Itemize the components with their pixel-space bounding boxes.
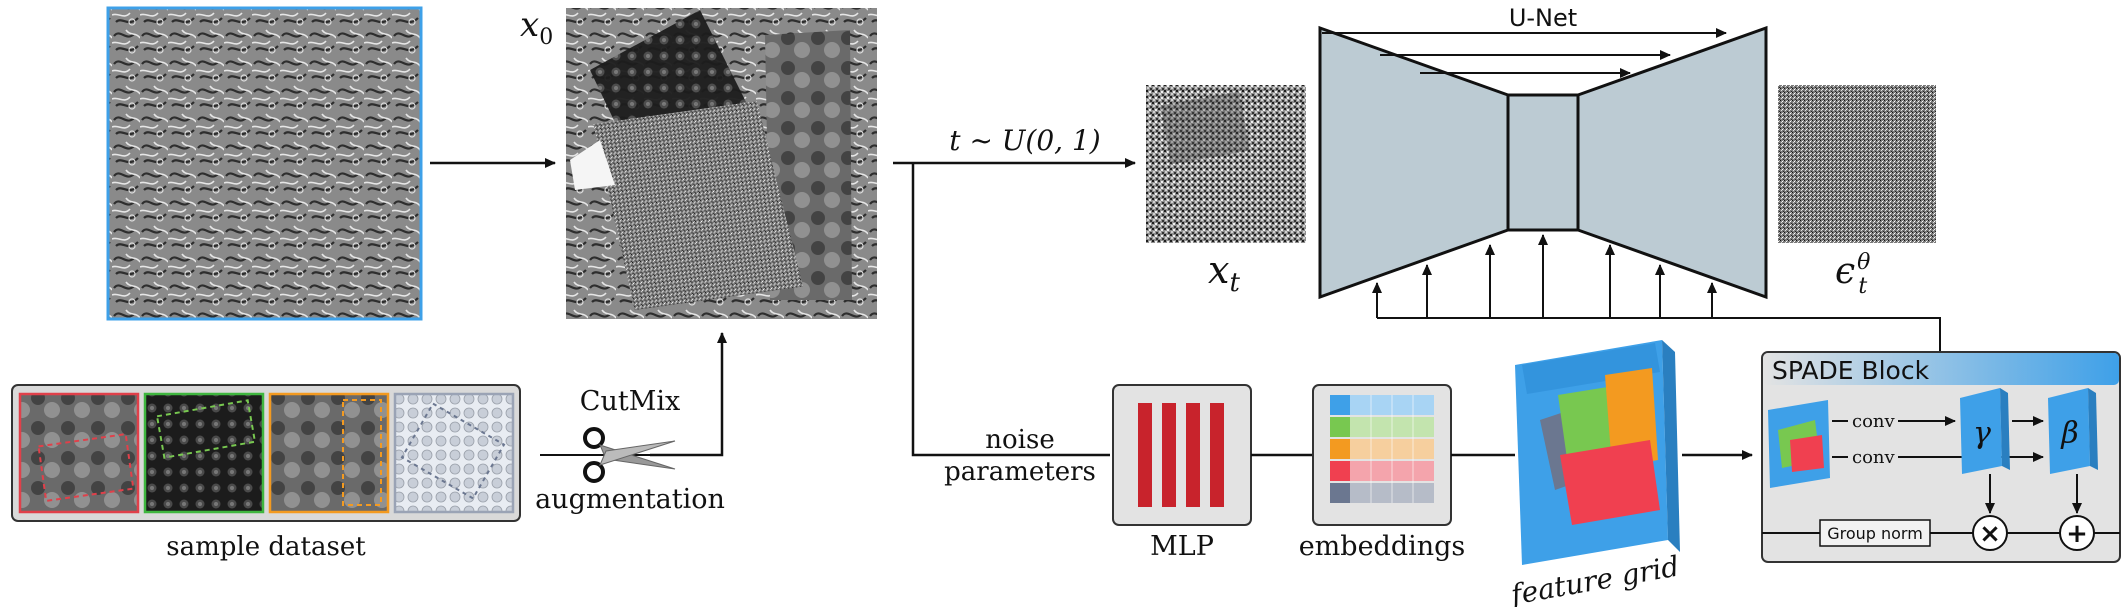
sample-dataset-label: sample dataset [166, 532, 366, 562]
dataset-thumbnail-2 [143, 392, 265, 514]
input-texture-image [106, 6, 423, 321]
spade-title-bar [1763, 353, 2119, 385]
gamma-block [1960, 388, 2010, 474]
line-branch-down [911, 163, 1110, 457]
group-norm-label: Group norm [1827, 524, 1923, 543]
augmentation-label: augmentation [535, 484, 725, 515]
arrow-cutmix-to-x0 [650, 332, 727, 457]
epsilon-noise-image [1778, 85, 1936, 243]
add-symbol: + [2066, 519, 2088, 549]
timestep-label: t ~ U(0, 1) [949, 124, 1100, 157]
beta-label: β [2060, 416, 2078, 451]
unet-block [1318, 25, 1768, 300]
dataset-thumbnail-1 [18, 392, 140, 514]
scissors-icon [583, 427, 676, 483]
mlp-box [1112, 384, 1252, 526]
unet-label: U-Net [1509, 4, 1577, 32]
multiply-node [1972, 515, 2008, 551]
spade-title: SPADE Block [1772, 356, 1930, 385]
xt-label: xt [1208, 248, 1240, 298]
dataset-thumbnail-4 [393, 392, 515, 514]
x0-label: x0 [520, 5, 553, 50]
x0-augmented-image [566, 8, 877, 319]
add-node [2059, 515, 2095, 551]
mlp-label: MLP [1150, 531, 1214, 562]
mlp-bar-2 [1162, 403, 1176, 507]
cutmix-label: CutMix [580, 386, 680, 417]
spade-feedback-line [1377, 317, 1941, 352]
epsilon-label: ϵθ t [1835, 250, 1870, 299]
spade-input-grid [1768, 400, 1830, 488]
mlp-bar-1 [1138, 403, 1152, 507]
parameters-label: parameters [944, 457, 1096, 487]
group-norm-box [1819, 519, 1931, 547]
beta-block [2048, 388, 2098, 474]
multiply-symbol: × [1979, 519, 2001, 549]
feature-grid [1515, 340, 1680, 565]
embeddings-label: embeddings [1299, 531, 1466, 562]
gamma-label: γ [1973, 416, 1991, 451]
conv1-label: conv [1852, 411, 1896, 432]
embedding-table [1330, 395, 1434, 503]
xt-noisy-image [1146, 85, 1306, 243]
mlp-bar-4 [1210, 403, 1224, 507]
mlp-bar-3 [1186, 403, 1200, 507]
noise-label: noise [985, 425, 1054, 455]
dataset-thumbnail-3 [268, 392, 390, 514]
conv2-label: conv [1852, 447, 1896, 468]
